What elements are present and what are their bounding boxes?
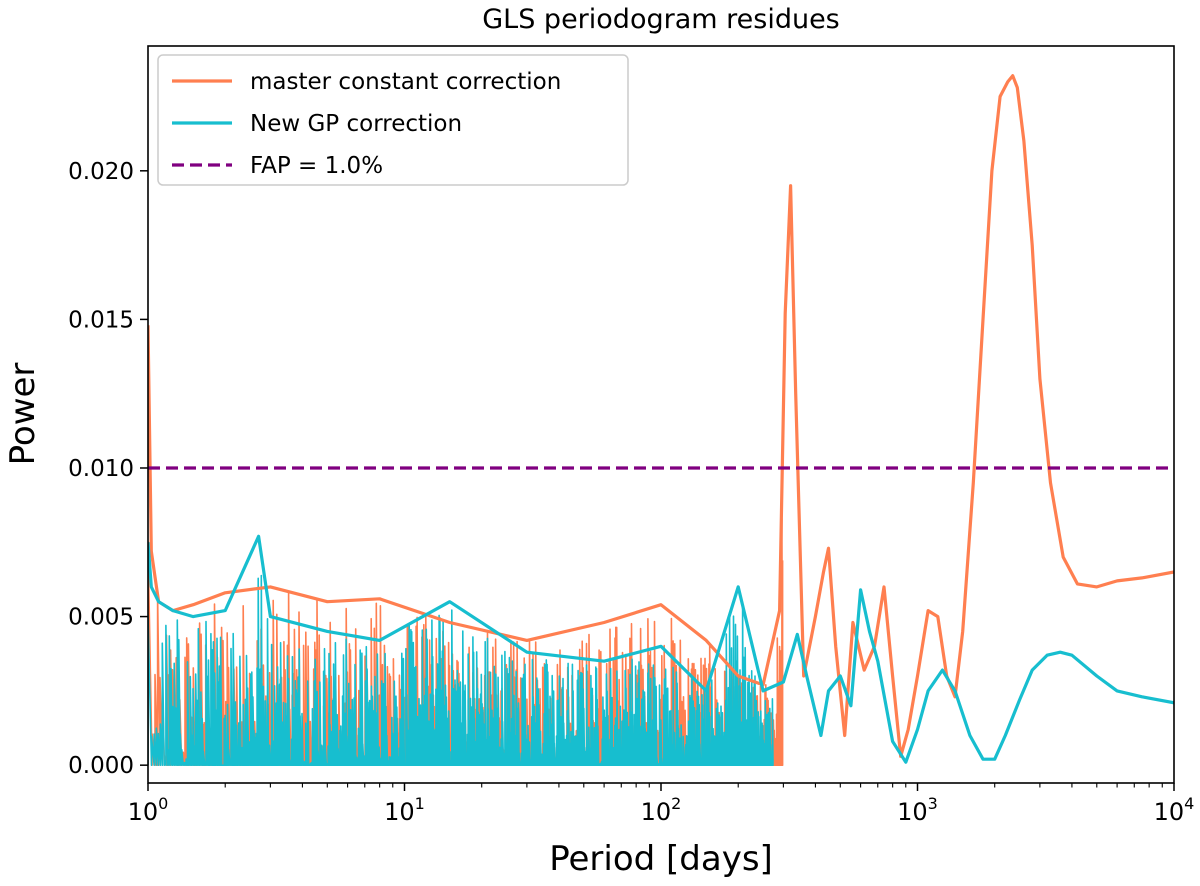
legend-label: New GP correction [250,111,462,137]
master-constant-line [148,74,1174,758]
new-gp-line [148,534,1174,764]
y-tick-label: 0.010 [68,456,134,482]
x-axis-label: Period [days] [549,839,773,879]
y-tick-label: 0.000 [68,753,134,779]
y-tick-label: 0.020 [68,159,134,185]
x-tick-label: 103 [897,794,938,826]
y-axis-ticks: 0.000 0.005 0.010 0.015 0.020 [68,159,148,779]
y-tick-label: 0.015 [68,307,134,333]
y-axis-label: Power [3,363,43,466]
legend: master constant correction New GP correct… [157,54,629,186]
x-axis-ticks: 100 101 102 103 104 [128,783,1195,826]
chart-title: GLS periodogram residues [482,4,840,35]
noise-layer [148,517,784,766]
new-gp-noise [148,574,774,766]
x-tick-label: 102 [641,794,682,826]
x-tick-label: 104 [1154,794,1195,826]
legend-label: FAP = 1.0% [250,153,383,179]
legend-box [157,54,629,186]
x-tick-label: 101 [384,794,425,826]
series-layer [148,74,1174,764]
y-tick-label: 0.005 [68,605,134,631]
x-tick-label: 100 [128,794,169,826]
legend-label: master constant correction [250,69,561,95]
